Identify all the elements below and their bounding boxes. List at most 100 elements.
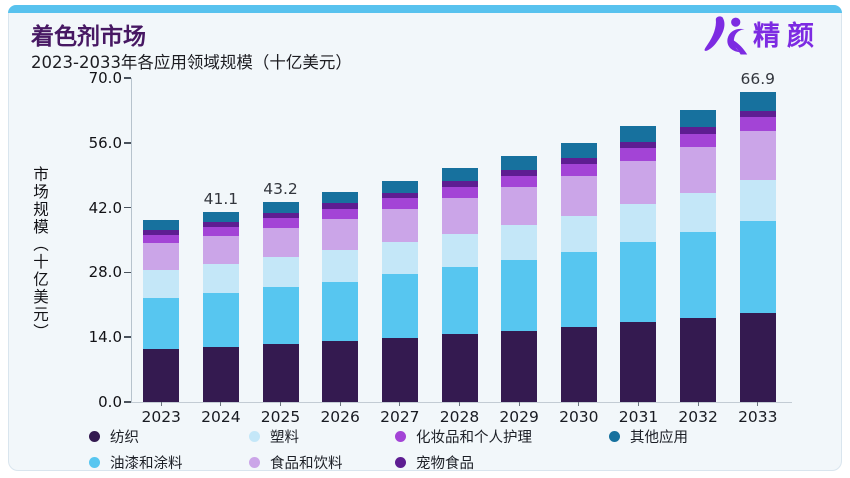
legend-label: 化妆品和个人护理 <box>416 429 532 446</box>
page-title: 着色剂市场 <box>31 24 146 50</box>
x-axis-label: 2028 <box>439 408 480 426</box>
y-axis-label: 56.0 <box>88 133 122 152</box>
bar-segment-化妆品和个人护理 <box>560 164 597 176</box>
stacked-bar-chart-plot-area: 2023 2024 41.1 2025 43.2 2026 2027 2028 2029 2030… <box>89 69 792 426</box>
bar-segment-宠物食品 <box>322 203 359 210</box>
legend-swatch-icon <box>89 456 100 468</box>
x-axis-label: 2027 <box>380 408 420 426</box>
bar-2023 <box>143 219 180 402</box>
bar-segment-纺织 <box>262 344 299 402</box>
bar-segment-油漆和涂料 <box>262 287 299 345</box>
logo-icon <box>703 15 749 59</box>
bar-segment-食品和饮料 <box>381 208 418 242</box>
bar-segment-油漆和涂料 <box>560 252 597 328</box>
bar-segment-其他应用 <box>680 109 717 128</box>
bar-total-label: 66.9 <box>740 70 776 89</box>
bar-total-label: 41.1 <box>203 189 239 208</box>
bar-segment-油漆和涂料 <box>501 259 538 331</box>
y-axis-label: 14.0 <box>88 328 122 347</box>
legend-label: 其他应用 <box>630 429 688 446</box>
legend-item-宠物食品: 宠物食品 <box>395 454 532 472</box>
bar-segment-宠物食品 <box>202 222 239 228</box>
y-axis-title: 市场规模（十亿美元） <box>31 166 49 341</box>
y-tick <box>124 206 131 209</box>
bar-segment-食品和饮料 <box>680 146 717 193</box>
bar-segment-其他应用 <box>202 211 239 222</box>
bar-segment-化妆品和个人护理 <box>381 198 418 209</box>
bar-segment-油漆和涂料 <box>441 267 478 335</box>
x-axis-label: 2029 <box>499 408 539 426</box>
bar-segment-宠物食品 <box>143 229 180 235</box>
legend-swatch-icon <box>609 430 620 442</box>
bar-segment-宠物食品 <box>441 181 478 188</box>
bar-segment-纺织 <box>202 346 239 402</box>
legend-item-塑料: 塑料 <box>249 428 343 446</box>
x-axis-label: 2031 <box>618 408 659 426</box>
bar-segment-塑料 <box>620 204 657 243</box>
legend-label: 油漆和涂料 <box>110 455 183 472</box>
bar-segment-塑料 <box>441 233 478 268</box>
bar-segment-其他应用 <box>441 168 478 182</box>
bar-segment-食品和饮料 <box>620 160 657 205</box>
bar-segment-塑料 <box>143 269 180 298</box>
y-axis-label: 0.0 <box>98 393 122 411</box>
bar-segment-塑料 <box>680 192 717 233</box>
bar-2024 <box>202 211 239 402</box>
bar-segment-塑料 <box>560 215 597 253</box>
legend-item-其他应用: 其他应用 <box>609 428 688 446</box>
bar-segment-宠物食品 <box>262 212 299 219</box>
bar-segment-纺织 <box>322 341 359 402</box>
bar-segment-纺织 <box>560 327 597 402</box>
bar-segment-纺织 <box>143 349 180 402</box>
x-tick <box>399 402 401 406</box>
legend-item-化妆品和个人护理: 化妆品和个人护理 <box>395 428 532 446</box>
page-subtitle: 2023-2033年各应用领域规模（十亿美元） <box>31 53 352 72</box>
bar-2030 <box>560 143 597 402</box>
bar-segment-化妆品和个人护理 <box>322 209 359 219</box>
bar-2027 <box>381 180 418 402</box>
x-tick <box>459 402 460 406</box>
bar-segment-纺织 <box>680 317 717 402</box>
y-tick <box>124 336 131 338</box>
colorant-market-card: 着色剂市场 2023-2033年各应用领域规模（十亿美元） 精颜 市场规模（十亿… <box>8 5 842 472</box>
brand-logo: 精颜 <box>703 15 821 59</box>
bar-segment-其他应用 <box>501 156 538 171</box>
bar-segment-化妆品和个人护理 <box>739 117 776 131</box>
x-tick <box>578 402 580 406</box>
x-axis-label: 2023 <box>141 408 181 426</box>
legend-column: 纺织 油漆和涂料 <box>89 428 183 472</box>
bar-segment-塑料 <box>381 241 418 275</box>
bar-segment-其他应用 <box>322 191 359 204</box>
y-tick <box>124 77 131 79</box>
bar-segment-食品和饮料 <box>739 130 776 181</box>
legend-column: 其他应用 <box>609 428 688 446</box>
bar-2033 <box>739 92 776 402</box>
x-axis-label: 2024 <box>201 408 241 426</box>
bar-segment-化妆品和个人护理 <box>680 133 717 147</box>
x-tick <box>637 402 639 406</box>
bar-2031 <box>620 125 657 402</box>
bar-2029 <box>501 156 538 402</box>
bar-segment-塑料 <box>501 225 538 260</box>
bar-segment-油漆和涂料 <box>322 281 359 342</box>
bar-segment-油漆和涂料 <box>202 292 239 347</box>
bar-segment-化妆品和个人护理 <box>202 227 239 236</box>
bar-2028 <box>441 168 478 402</box>
bar-2025 <box>262 202 299 402</box>
bar-segment-油漆和涂料 <box>143 297 180 350</box>
bar-segment-食品和饮料 <box>202 235 239 264</box>
bar-segment-其他应用 <box>143 219 180 230</box>
x-axis-label: 2033 <box>738 408 778 426</box>
bar-segment-其他应用 <box>560 143 597 159</box>
logo-text: 精颜 <box>753 21 821 52</box>
legend-label: 宠物食品 <box>416 455 474 472</box>
x-tick <box>697 402 699 406</box>
legend-label: 纺织 <box>110 429 139 446</box>
x-axis-label: 2025 <box>260 408 301 426</box>
y-tick <box>124 401 131 403</box>
bar-segment-纺织 <box>441 334 478 402</box>
legend-swatch-icon <box>249 456 260 468</box>
bar-segment-宠物食品 <box>620 141 657 149</box>
x-tick <box>518 402 520 406</box>
